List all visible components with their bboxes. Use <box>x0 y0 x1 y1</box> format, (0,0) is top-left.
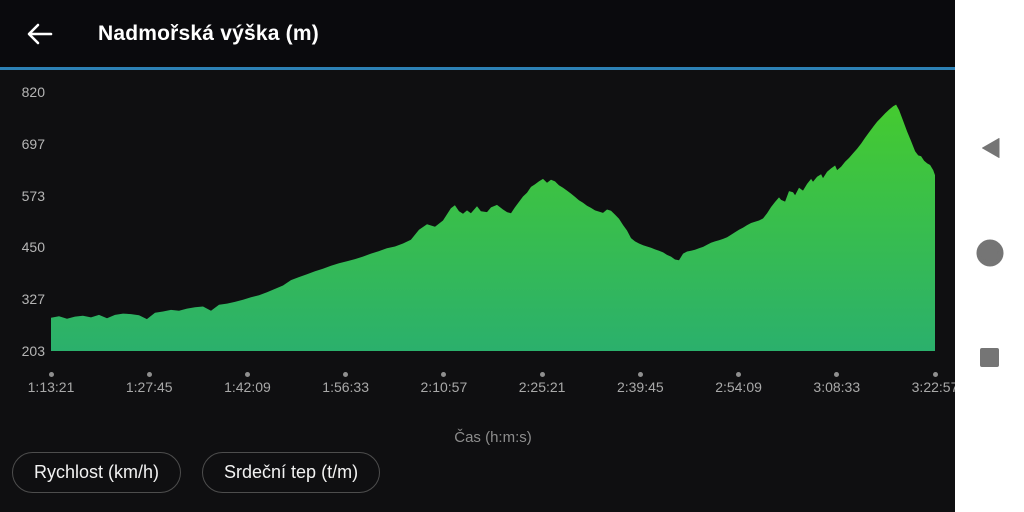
back-arrow-icon <box>25 22 53 46</box>
metric-toggle-buttons: Rychlost (km/h) Srdeční tep (t/m) <box>12 452 381 493</box>
x-tick-dot <box>539 372 545 377</box>
nav-back-button[interactable] <box>955 128 1024 172</box>
x-tick-label: 2:10:57 <box>420 379 468 395</box>
y-tick-label: 573 <box>21 187 45 204</box>
x-tick-dot <box>146 372 152 377</box>
speed-button-label: Rychlost (km/h) <box>34 462 160 482</box>
x-tick-label: 1:56:33 <box>322 379 370 395</box>
nav-home-circle-icon <box>975 238 1005 273</box>
x-tick-label: 1:42:09 <box>224 379 271 395</box>
x-tick-dot <box>343 372 349 377</box>
speed-button[interactable]: Rychlost (km/h) <box>12 452 182 493</box>
heart-rate-button[interactable]: Srdeční tep (t/m) <box>202 452 381 493</box>
page-title: Nadmořská výška (m) <box>98 21 319 45</box>
x-tick-dot <box>244 372 250 377</box>
elevation-area-chart[interactable] <box>0 0 955 512</box>
x-tick-dot <box>48 372 54 377</box>
x-tick-label: 2:39:45 <box>616 379 664 395</box>
heart-rate-button-label: Srdeční tep (t/m) <box>224 462 359 482</box>
nav-home-button[interactable] <box>955 233 1024 277</box>
y-tick-label: 203 <box>21 343 45 359</box>
app-header: Nadmořská výška (m) <box>0 0 955 67</box>
y-tick-label: 820 <box>21 84 45 100</box>
x-tick-dot <box>736 372 742 377</box>
x-tick-dot <box>441 372 447 377</box>
nav-recents-square-icon <box>980 348 999 372</box>
nav-recents-button[interactable] <box>955 338 1024 382</box>
nav-back-triangle-icon <box>979 136 1001 165</box>
x-tick-dot <box>834 372 840 377</box>
y-tick-label: 327 <box>21 290 45 307</box>
x-tick-label: 1:13:21 <box>27 379 75 395</box>
back-button[interactable] <box>22 14 56 54</box>
x-tick-label: 3:08:33 <box>813 379 861 395</box>
header-accent-divider <box>0 67 955 70</box>
x-tick-label: 3:22:57 <box>911 379 959 395</box>
x-tick-label: 1:27:45 <box>125 379 173 395</box>
y-tick-label: 697 <box>21 135 45 152</box>
x-tick-label: 2:54:09 <box>715 379 762 395</box>
x-tick-dot <box>637 372 643 377</box>
android-nav-bar <box>955 0 1024 512</box>
x-axis-title: Čas (h:m:s) <box>454 429 532 446</box>
x-tick-label: 2:25:21 <box>518 379 566 395</box>
y-tick-label: 450 <box>21 239 45 256</box>
app-root: Nadmořská výška (m) 820 697 573 450 327 203 1… <box>0 0 958 512</box>
x-tick-dot <box>932 372 938 377</box>
